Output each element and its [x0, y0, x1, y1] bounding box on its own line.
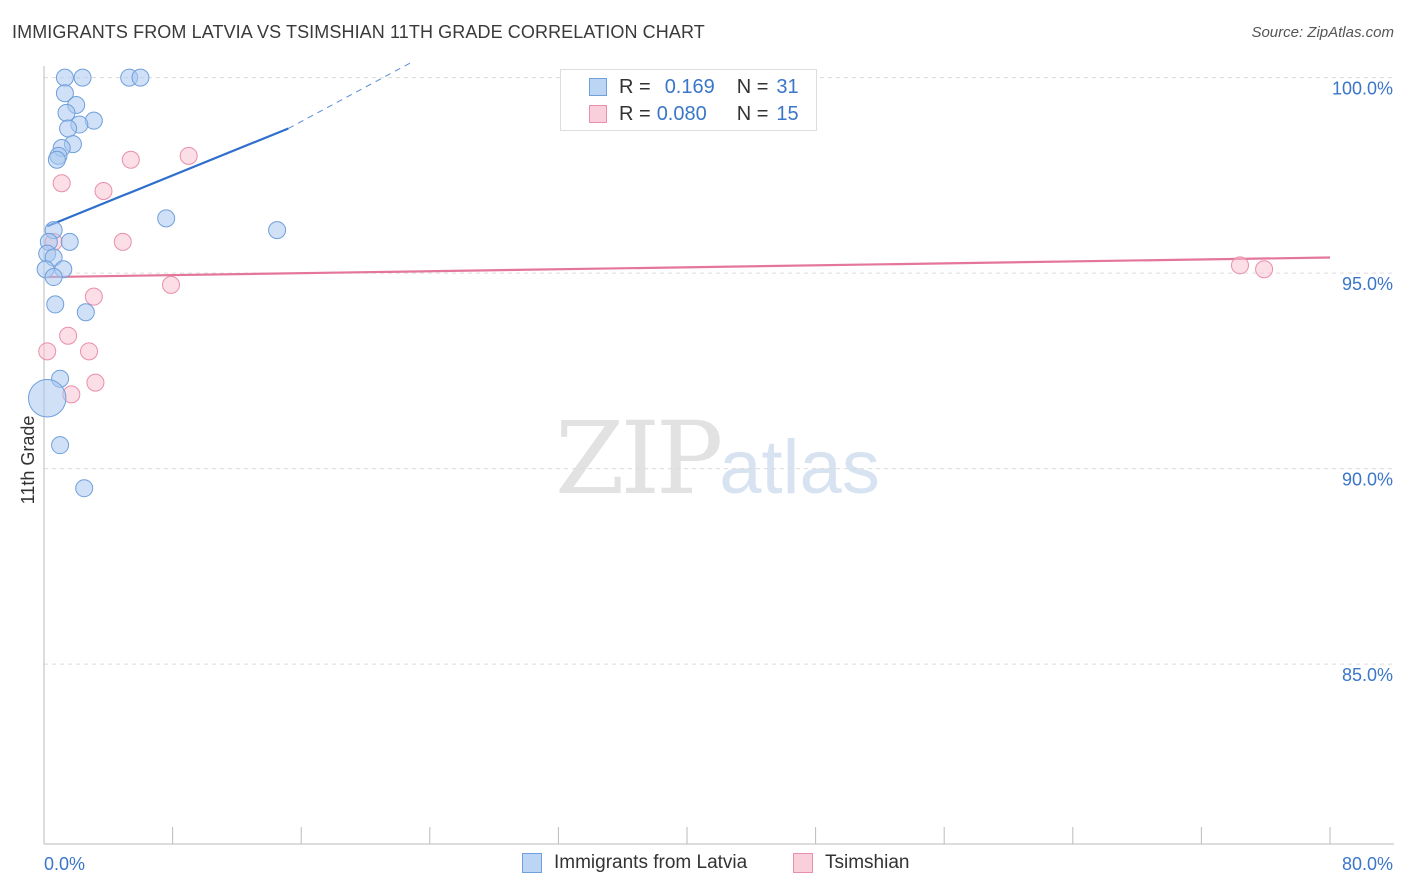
watermark: ZIPatlas [555, 400, 880, 517]
point-latvia [73, 68, 92, 87]
legend-n-label: N = [736, 75, 769, 98]
legend-r-value: 0.169 [664, 75, 715, 98]
point-latvia [57, 103, 76, 122]
point-latvia [268, 221, 287, 240]
point-latvia [28, 379, 67, 418]
legend-swatch-blue [589, 78, 607, 96]
bottom-legend-tsimshian: Tsimshian [793, 852, 909, 874]
chart-title: IMMIGRANTS FROM LATVIA VS TSIMSHIAN 11TH… [12, 22, 705, 42]
watermark-atlas: atlas [719, 425, 880, 510]
bottom-legend-label-tsimshian: Tsimshian [825, 852, 910, 873]
point-tsimshian [113, 232, 132, 251]
trend-line-latvia [46, 127, 289, 228]
point-tsimshian [94, 182, 113, 201]
point-tsimshian [121, 150, 140, 169]
bottom-legend-swatch-pink [793, 853, 813, 873]
legend-row-latvia: R = 0.169 N = 31 [561, 73, 799, 101]
y-tick-label: 100.0% [1332, 79, 1393, 99]
bottom-legend-latvia: Immigrants from Latvia [522, 852, 747, 874]
point-tsimshian [52, 174, 71, 193]
point-tsimshian [179, 146, 198, 165]
point-tsimshian [161, 275, 180, 294]
axes [43, 66, 1394, 845]
point-latvia [60, 232, 79, 251]
legend-n-value: 15 [776, 102, 799, 125]
x-tick-label: 80.0% [1342, 854, 1393, 874]
stats-legend: R = 0.169 N = 31 R = 0.080 N = 15 [560, 69, 817, 131]
bottom-legend-swatch-blue [522, 853, 542, 873]
source-credit: Source: ZipAtlas.com [1251, 24, 1394, 41]
grid-lines [44, 77, 1394, 665]
legend-n-value: 31 [776, 75, 799, 98]
point-latvia [131, 68, 150, 87]
legend-n-label: N = [736, 102, 769, 125]
point-latvia [76, 303, 95, 322]
trend-lines [46, 61, 1331, 279]
point-latvia [46, 295, 65, 314]
point-tsimshian [38, 342, 57, 361]
data-points [28, 68, 1274, 498]
point-latvia [75, 479, 94, 498]
trend-line-tsimshian [47, 256, 1331, 279]
point-latvia [44, 268, 63, 287]
x-tick-label: 0.0% [44, 854, 85, 874]
trend-line-latvia-extension [288, 61, 413, 129]
point-tsimshian [86, 373, 105, 392]
watermark-zip: ZIP [555, 400, 723, 517]
point-tsimshian [80, 342, 99, 361]
bottom-legend-label-latvia: Immigrants from Latvia [554, 852, 748, 873]
point-latvia [157, 209, 176, 228]
y-axis-title: 11th Grade [18, 416, 38, 505]
legend-swatch-pink [589, 105, 607, 123]
point-latvia [55, 84, 74, 103]
point-tsimshian [1255, 260, 1274, 279]
legend-r-value: 0.080 [656, 102, 707, 125]
point-latvia [55, 68, 74, 87]
y-tick-label: 95.0% [1342, 274, 1393, 294]
point-latvia [47, 150, 66, 169]
point-tsimshian [1230, 256, 1249, 275]
legend-r-label: R = [619, 75, 651, 98]
point-latvia [51, 436, 70, 455]
legend-row-tsimshian: R = 0.080 N = 15 [561, 100, 799, 128]
y-tick-label: 90.0% [1342, 470, 1393, 490]
tick-labels: 85.0% 90.0% 95.0% 100.0% 0.0% 80.0% 11th Grade [18, 79, 1393, 874]
point-tsimshian [84, 287, 103, 306]
point-tsimshian [59, 326, 78, 345]
legend-r-label: R = [619, 102, 651, 125]
y-tick-label: 85.0% [1342, 665, 1393, 685]
point-latvia [59, 119, 78, 138]
